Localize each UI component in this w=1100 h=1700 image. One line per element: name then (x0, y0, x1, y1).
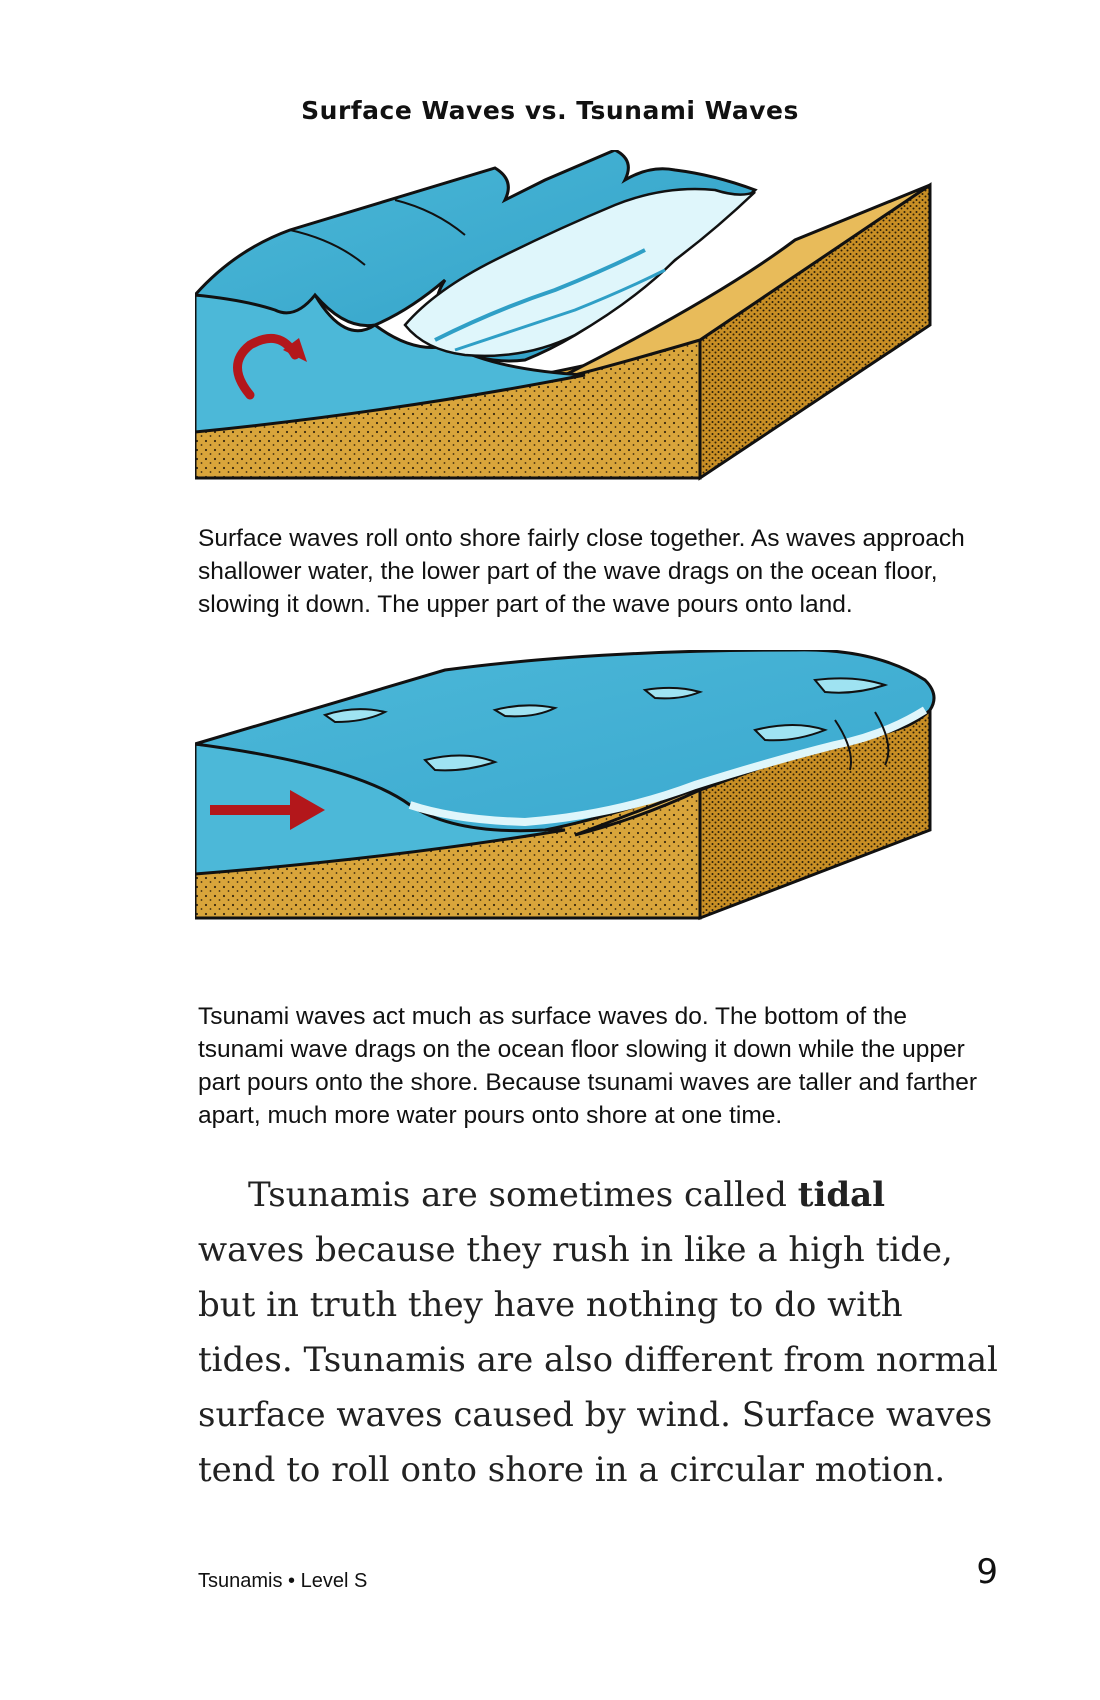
tsunami-waves-caption: Tsunami waves act much as surface waves … (198, 1003, 977, 1129)
body-intro: Tsunamis are sometimes called (248, 1175, 798, 1215)
body-rest: waves because they rush in like a high t… (198, 1230, 998, 1490)
surface-waves-illustration (195, 150, 932, 481)
figure-title: Surface Waves vs. Tsunami Waves (301, 96, 799, 125)
vocab-term-tidal: tidal (797, 1175, 886, 1215)
body-paragraph: Tsunamis are sometimes called tidal wave… (198, 1168, 998, 1498)
tsunami-waves-illustration (195, 650, 936, 921)
page-number: 9 (976, 1552, 998, 1592)
footer-book-label: Tsunamis • Level S (198, 1570, 368, 1592)
surface-waves-caption: Surface waves roll onto shore fairly clo… (198, 525, 965, 618)
